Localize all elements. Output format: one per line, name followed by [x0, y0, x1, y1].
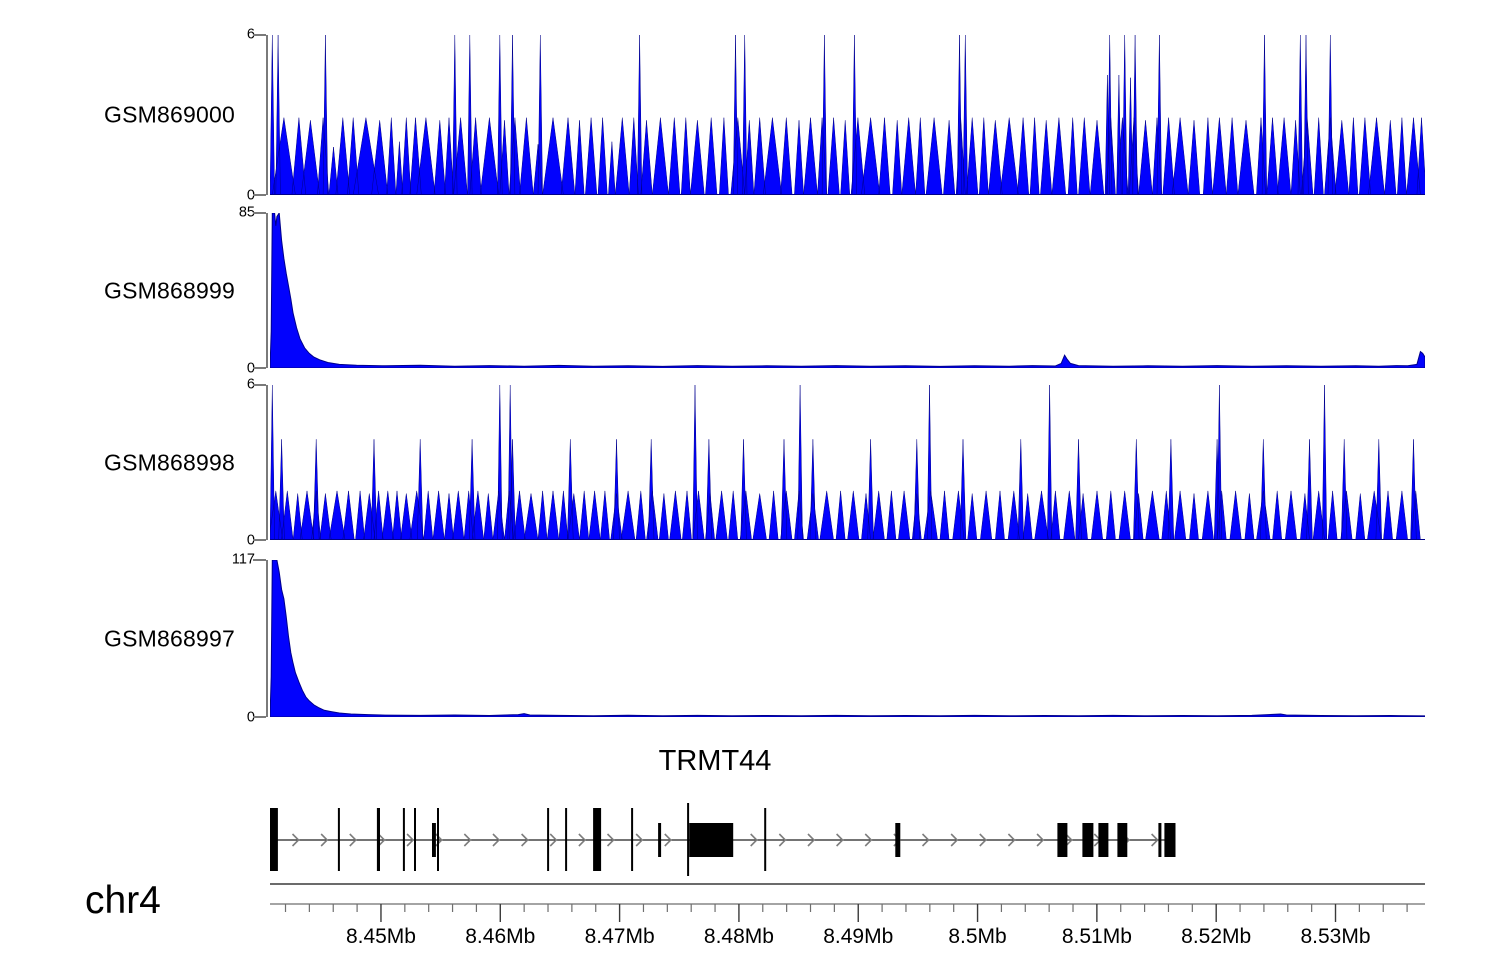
strand-direction-arrow	[291, 833, 300, 847]
y-axis-tick-bottom	[253, 716, 266, 718]
strand-direction-arrow	[921, 833, 930, 847]
exon-box	[658, 823, 662, 857]
axis-tick-label: 8.51Mb	[1062, 925, 1132, 948]
y-axis-tick-top	[253, 559, 266, 561]
strand-direction-arrow	[1036, 833, 1045, 847]
exon-box	[631, 808, 634, 871]
strand-direction-arrow	[778, 833, 787, 847]
exon-box	[547, 808, 550, 871]
genome-axis-track: chr4 8.45Mb 8.46Mb 8.47Mb 8.48Mb 8.49Mb 8.5Mb…	[0, 875, 1500, 980]
exon-box	[593, 808, 602, 871]
exon-box	[689, 823, 734, 857]
exon-box	[402, 808, 405, 871]
coverage-area	[270, 560, 1425, 717]
axis-tick-label: 8.46Mb	[465, 925, 535, 948]
strand-direction-arrow	[1065, 833, 1073, 847]
exon-box	[1164, 823, 1176, 857]
y-axis-tick-bottom	[253, 194, 266, 196]
strand-direction-arrow	[463, 833, 472, 847]
coverage-area	[270, 35, 1425, 195]
coverage-plot	[270, 385, 1425, 540]
exon-box	[764, 808, 767, 871]
gene-name-label: TRMT44	[658, 745, 772, 777]
y-axis-tick-bottom	[253, 539, 266, 541]
strand-direction-arrow	[836, 833, 844, 847]
signal-track-gsm869000: GSM869000 6 0	[0, 27, 1500, 203]
y-axis-tick-top	[253, 34, 266, 36]
chromosome-label: chr4	[85, 879, 161, 922]
track-label: GSM868998	[104, 449, 235, 475]
strand-direction-arrow	[349, 833, 357, 847]
y-max-label: 6	[246, 26, 255, 43]
y-axis-line	[266, 560, 268, 717]
strand-direction-arrow	[521, 833, 529, 847]
y-axis-line	[266, 213, 268, 368]
strand-direction-arrow	[750, 833, 758, 847]
y-axis-line	[266, 385, 268, 540]
exon-box	[687, 803, 690, 876]
exon-box	[432, 823, 436, 857]
strand-direction-arrow	[320, 833, 329, 847]
strand-direction-arrow	[950, 833, 959, 847]
y-max-label: 85	[238, 204, 255, 221]
coverage-plot	[270, 35, 1425, 195]
strand-direction-arrow	[864, 833, 873, 847]
axis-tick-label: 8.49Mb	[823, 925, 893, 948]
coverage-area	[270, 385, 1421, 540]
coverage-area	[270, 213, 1425, 368]
exon-box	[1082, 823, 1094, 857]
exon-box	[1057, 823, 1068, 857]
axis-tick-label: 8.52Mb	[1181, 925, 1251, 948]
y-axis-tick-bottom	[253, 367, 266, 369]
exon-box	[1117, 823, 1128, 857]
exon-box	[1158, 823, 1162, 857]
gene-model	[270, 803, 1176, 876]
strand-direction-arrow	[635, 833, 644, 847]
signal-track-gsm868999: GSM868999 85 0	[0, 205, 1500, 376]
genome-axis: 8.45Mb 8.46Mb 8.47Mb 8.48Mb 8.49Mb 8.5Mb 8.51M…	[270, 883, 1425, 948]
exon-box	[565, 808, 568, 871]
y-min-label: 0	[246, 360, 255, 377]
y-min-label: 0	[246, 532, 255, 549]
strand-direction-arrow	[606, 833, 615, 847]
coverage-plot	[270, 560, 1425, 717]
axis-tick-label: 8.45Mb	[346, 925, 416, 948]
track-label: GSM868999	[104, 277, 235, 303]
strand-direction-arrow	[1007, 833, 1016, 847]
strand-direction-arrow	[1151, 833, 1159, 847]
y-max-label: 117	[231, 551, 255, 568]
exon-box	[437, 808, 439, 871]
strand-direction-arrow	[979, 833, 987, 847]
axis-tick-label: 8.5Mb	[948, 925, 1006, 948]
exon-box	[414, 808, 416, 871]
exon-box	[895, 823, 901, 857]
track-label: GSM868997	[104, 625, 235, 651]
gene-track: TRMT44	[0, 745, 1500, 880]
y-axis-tick-top	[253, 212, 266, 214]
strand-direction-arrow	[549, 833, 558, 847]
y-max-label: 6	[246, 376, 255, 393]
coverage-plot	[270, 213, 1425, 368]
axis-tick-label: 8.53Mb	[1300, 925, 1370, 948]
signal-track-gsm868997: GSM868997 117 0	[0, 552, 1500, 725]
exon-box	[1098, 823, 1109, 857]
strand-direction-arrow	[664, 833, 672, 847]
strand-direction-arrow	[807, 833, 816, 847]
y-axis-tick-top	[253, 384, 266, 386]
strand-direction-arrow	[377, 833, 386, 847]
y-min-label: 0	[246, 709, 255, 726]
exon-box	[337, 808, 340, 871]
signal-track-gsm868998: GSM868998 6 0	[0, 377, 1500, 548]
y-min-label: 0	[246, 187, 255, 204]
axis-tick-label: 8.47Mb	[585, 925, 655, 948]
axis-tick-label: 8.48Mb	[704, 925, 774, 948]
exon-box	[376, 808, 380, 871]
exon-box	[270, 808, 278, 871]
strand-direction-arrow	[578, 833, 587, 847]
y-axis-line	[266, 35, 268, 195]
strand-direction-arrow	[492, 833, 501, 847]
track-label: GSM869000	[104, 101, 235, 128]
strand-direction-arrow	[406, 833, 415, 847]
